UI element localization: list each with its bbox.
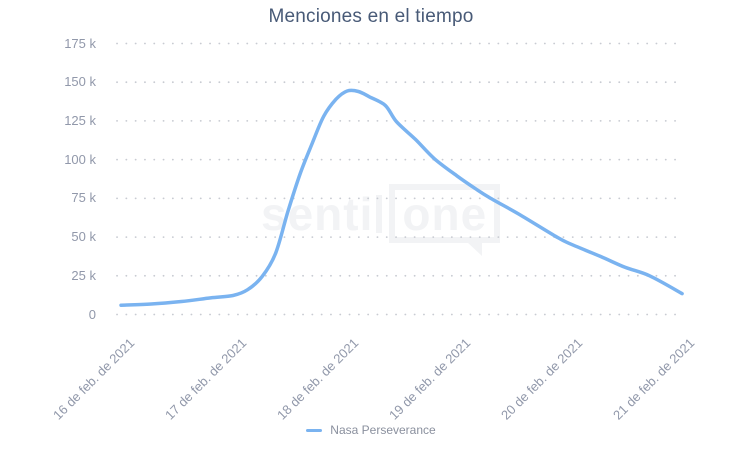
y-axis-tick-label: 25 k <box>71 267 96 283</box>
y-axis-tick-label: 75 k <box>71 190 96 206</box>
y-axis-tick-label: 0 <box>88 306 96 322</box>
legend-line-marker-icon <box>306 428 323 432</box>
y-axis-tick-label: 125 k <box>64 112 96 128</box>
y-axis-tick-label: 150 k <box>64 74 96 90</box>
y-axis-tick-label: 50 k <box>71 229 96 245</box>
legend-series-label: Nasa Perseverance <box>330 423 436 437</box>
y-axis-tick-label: 100 k <box>64 151 96 167</box>
legend-item-nasa-perseverance[interactable]: Nasa Perseverance <box>0 423 742 437</box>
series-line-nasa-perseverance[interactable] <box>119 88 684 307</box>
chart-title: Menciones en el tiempo <box>268 6 474 27</box>
y-axis-tick-label: 175 k <box>64 35 96 51</box>
